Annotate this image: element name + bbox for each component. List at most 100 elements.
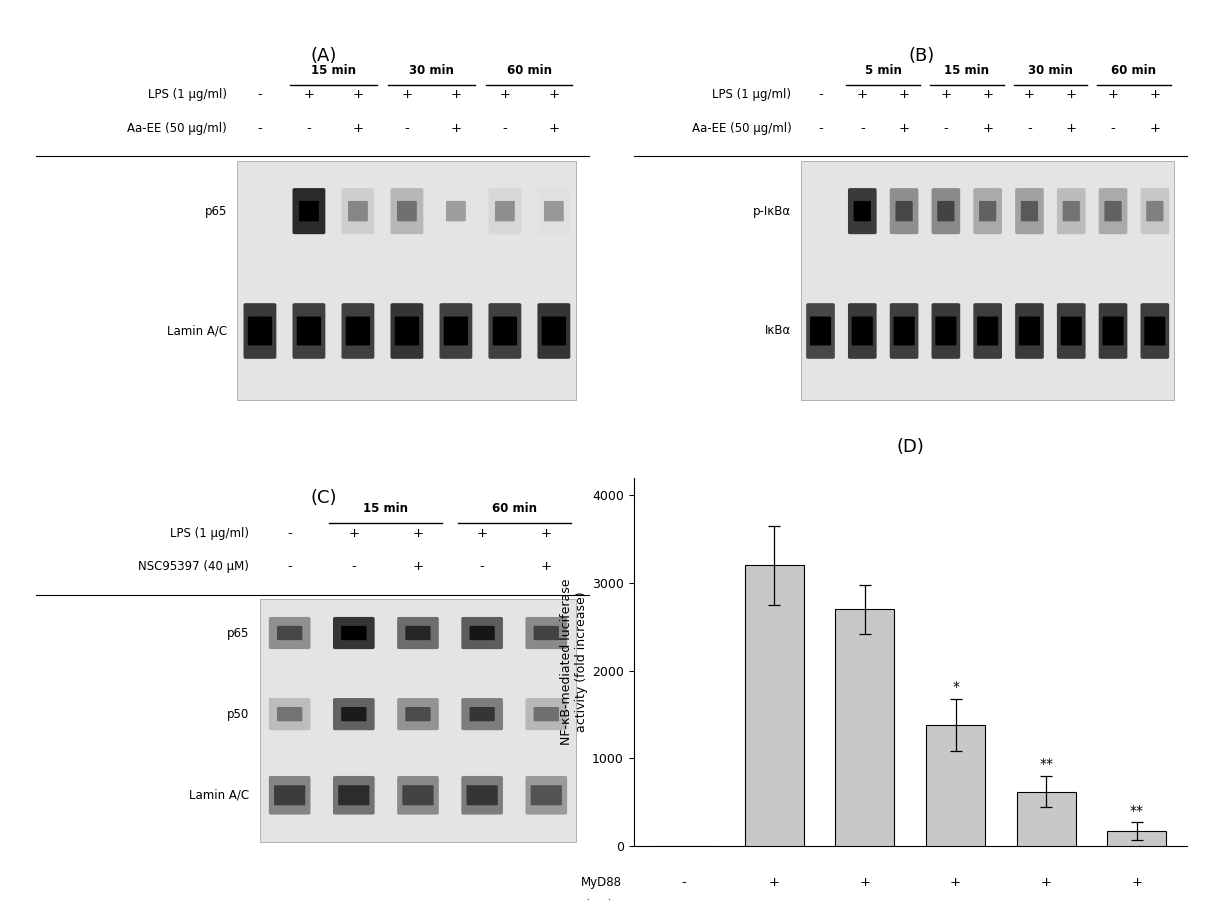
FancyBboxPatch shape [848,303,877,359]
FancyBboxPatch shape [443,317,469,346]
FancyBboxPatch shape [807,303,834,359]
FancyBboxPatch shape [243,303,276,359]
Text: NSC95397 (40 μM): NSC95397 (40 μM) [138,561,249,573]
Text: 5 min: 5 min [865,64,902,77]
Bar [745,565,804,846]
Text: (A): (A) [311,47,337,65]
FancyBboxPatch shape [931,303,960,359]
FancyBboxPatch shape [534,626,559,640]
FancyBboxPatch shape [530,786,562,806]
Text: -: - [306,122,311,135]
Text: LPS (1 μg/ml): LPS (1 μg/ml) [712,88,791,102]
Text: -: - [1027,122,1032,135]
Text: +: + [982,88,993,102]
Text: +: + [1149,88,1160,102]
Text: +: + [541,526,552,539]
Text: LPS (1 μg/ml): LPS (1 μg/ml) [171,526,249,539]
Text: +: + [1131,877,1142,889]
FancyBboxPatch shape [1062,201,1080,221]
Text: +: + [352,122,363,135]
Text: -: - [258,88,263,102]
Text: 15 min: 15 min [311,64,356,77]
FancyBboxPatch shape [935,317,957,346]
FancyBboxPatch shape [269,616,310,649]
Text: (B): (B) [908,47,935,65]
Bar [802,161,1173,400]
Bar [260,599,575,842]
Bar [836,609,895,846]
FancyBboxPatch shape [470,626,495,640]
Bar [1017,792,1075,846]
FancyBboxPatch shape [1146,201,1164,221]
Text: -: - [287,561,292,573]
FancyBboxPatch shape [978,201,997,221]
FancyBboxPatch shape [890,303,918,359]
Text: +: + [1066,122,1077,135]
Text: +: + [860,877,871,889]
FancyBboxPatch shape [526,616,567,649]
Text: +: + [857,88,868,102]
FancyBboxPatch shape [890,188,918,234]
FancyBboxPatch shape [461,616,503,649]
Text: -: - [351,561,356,573]
Text: +: + [413,526,424,539]
Text: +: + [413,561,424,573]
Text: -: - [819,122,823,135]
FancyBboxPatch shape [854,201,871,221]
Text: (C): (C) [311,489,337,507]
FancyBboxPatch shape [269,698,310,730]
Bar [237,161,576,400]
FancyBboxPatch shape [342,303,374,359]
Text: +: + [1025,88,1035,102]
Text: +: + [769,877,780,889]
Text: -: - [681,877,685,889]
Text: 30 min: 30 min [409,64,454,77]
FancyBboxPatch shape [526,698,567,730]
FancyBboxPatch shape [397,201,417,221]
Text: +: + [349,526,360,539]
FancyBboxPatch shape [1141,188,1169,234]
FancyBboxPatch shape [1015,303,1044,359]
Text: +: + [982,122,993,135]
FancyBboxPatch shape [488,303,521,359]
Text: -: - [1110,122,1115,135]
Text: MyD88: MyD88 [581,877,622,889]
Text: p-IκBα: p-IκBα [753,204,791,218]
Text: +: + [499,88,510,102]
Text: IκBα: IκBα [765,325,791,338]
FancyBboxPatch shape [1021,201,1038,221]
FancyBboxPatch shape [390,303,424,359]
FancyBboxPatch shape [495,201,515,221]
Text: -: - [404,122,409,135]
FancyBboxPatch shape [461,698,503,730]
Text: Aa-EE (50 μg/ml): Aa-EE (50 μg/ml) [127,122,228,135]
Text: +: + [401,88,413,102]
FancyBboxPatch shape [397,616,438,649]
Text: 30 min: 30 min [1028,64,1073,77]
Text: +: + [899,88,909,102]
Text: +: + [450,122,461,135]
FancyBboxPatch shape [338,786,369,806]
FancyBboxPatch shape [1018,317,1040,346]
Text: +: + [1040,877,1051,889]
FancyBboxPatch shape [333,776,374,814]
FancyBboxPatch shape [397,698,438,730]
FancyBboxPatch shape [937,201,954,221]
Text: -: - [258,122,263,135]
Text: +: + [541,561,552,573]
Text: +: + [450,88,461,102]
Text: p65: p65 [205,204,228,218]
FancyBboxPatch shape [1141,303,1169,359]
FancyBboxPatch shape [466,786,498,806]
FancyBboxPatch shape [1061,317,1081,346]
FancyBboxPatch shape [493,317,517,346]
FancyBboxPatch shape [277,626,303,640]
Text: 60 min: 60 min [507,64,552,77]
FancyBboxPatch shape [1102,317,1124,346]
FancyBboxPatch shape [342,188,374,234]
Text: +: + [549,122,559,135]
Text: Aa-EE (50 μg/ml): Aa-EE (50 μg/ml) [691,122,791,135]
FancyBboxPatch shape [848,188,877,234]
FancyBboxPatch shape [538,303,570,359]
FancyBboxPatch shape [274,786,305,806]
